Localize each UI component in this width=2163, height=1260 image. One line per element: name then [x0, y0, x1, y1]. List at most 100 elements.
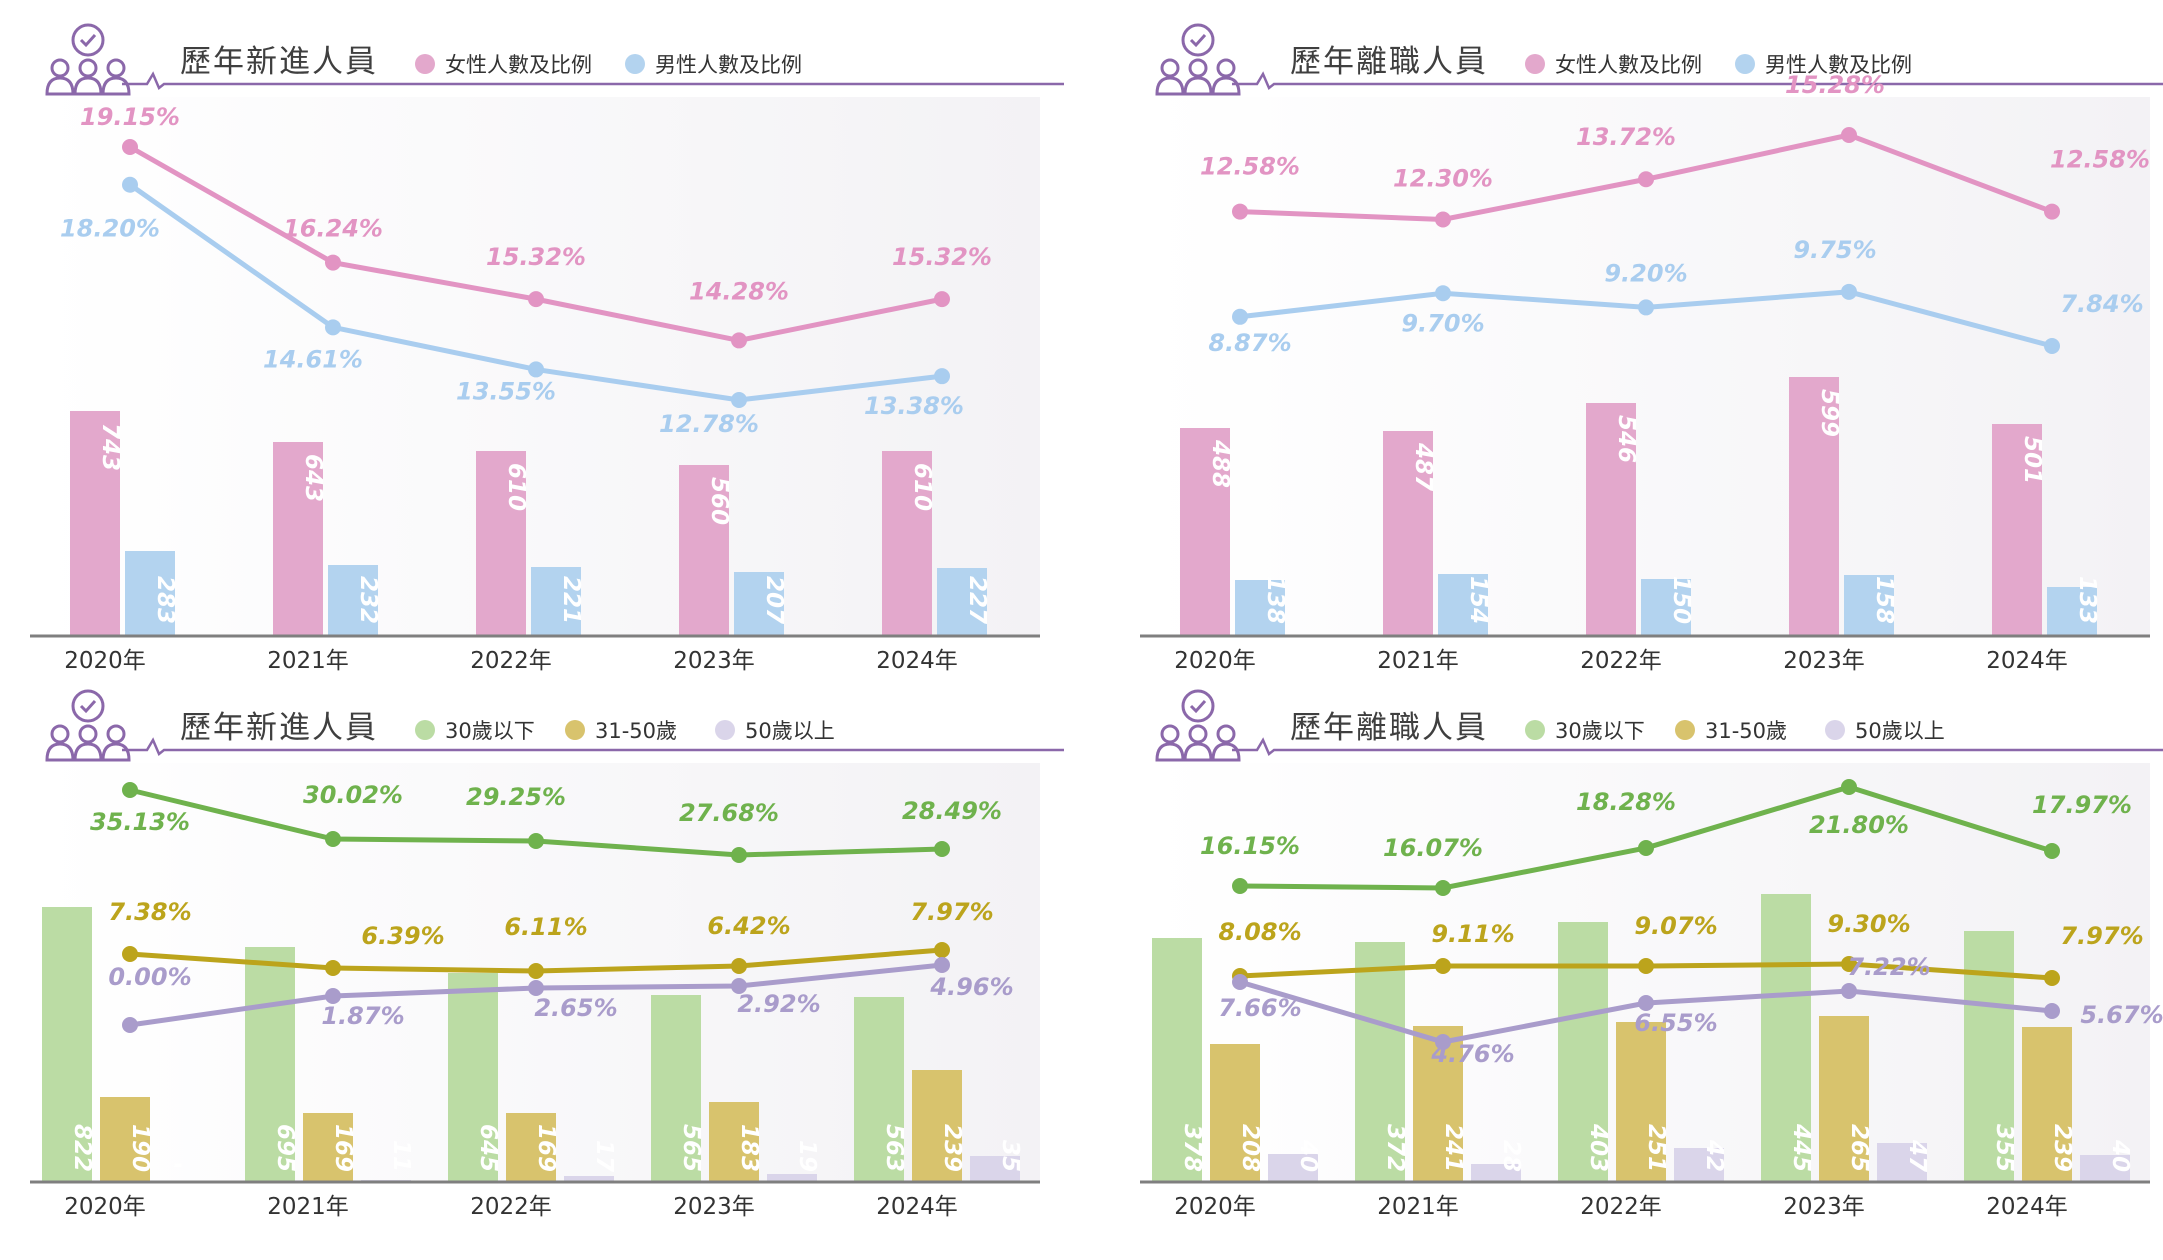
legend-swatch	[715, 720, 735, 740]
bar	[1268, 1154, 1318, 1182]
bar-value-label: 610	[503, 463, 529, 511]
bar	[1992, 424, 2042, 636]
bar-value-label: 158	[1871, 576, 1897, 624]
bar-value-label: 133	[2074, 576, 2100, 624]
series-point	[1841, 983, 1857, 999]
point-label: 6.39%	[361, 922, 444, 950]
bar	[125, 551, 175, 636]
point-label: 1.87%	[321, 1002, 404, 1030]
bar-value-label: 546	[1613, 415, 1639, 463]
bar-value-label: 17	[591, 1140, 617, 1172]
x-tick-label: 2024年	[876, 648, 958, 674]
bar	[303, 1113, 353, 1182]
chart-svg: 歷年離職人員 女性人數及比例 男性人數及比例 488 487 546 599 501 138 15…	[1140, 23, 2163, 674]
check-circle	[1181, 23, 1215, 57]
point-label: 6.11%	[504, 913, 587, 941]
series-point	[2044, 1003, 2060, 1019]
bar-value-label: 232	[355, 576, 381, 624]
check-circle	[71, 23, 105, 57]
person-head	[78, 58, 98, 78]
header-rule	[1232, 737, 2163, 757]
person-body	[1211, 742, 1241, 762]
point-label: 7.66%	[1218, 994, 1301, 1022]
bar	[1641, 579, 1691, 636]
bar	[1819, 1016, 1869, 1182]
series-point	[122, 946, 138, 962]
series-point	[1232, 308, 1248, 325]
header-rule	[122, 737, 1064, 757]
check-circle	[71, 689, 105, 723]
bar	[912, 1070, 962, 1182]
x-tick-label: 2020年	[1174, 648, 1256, 674]
chart-title: 歷年新進人員	[180, 44, 378, 80]
bar-value-label: 565	[678, 1124, 704, 1172]
header-rule	[1232, 71, 2163, 91]
bar	[1355, 942, 1405, 1182]
legend-swatch	[1675, 720, 1695, 740]
x-tick-label: 2021年	[1377, 648, 1459, 674]
series-point	[1435, 285, 1451, 302]
bar-value-label: 283	[152, 576, 178, 624]
legend-label: 50歲以上	[1855, 719, 1945, 743]
bar-value-label: 488	[1207, 439, 1233, 488]
point-label: 12.58%	[2050, 146, 2150, 174]
person-head	[1216, 724, 1236, 744]
bar	[709, 1102, 759, 1182]
bar	[937, 568, 987, 636]
bar	[651, 995, 701, 1182]
bar-value-label: 169	[330, 1124, 356, 1172]
series-point	[731, 847, 747, 863]
bar	[1152, 938, 1202, 1182]
person-body	[45, 742, 75, 762]
bar	[854, 997, 904, 1182]
bar	[100, 1097, 150, 1182]
series-point	[528, 963, 544, 979]
person-head	[1160, 724, 1180, 744]
point-label: 9.11%	[1431, 920, 1514, 948]
series-point	[1232, 203, 1248, 220]
legend-label: 30歲以下	[445, 719, 535, 743]
point-label: 6.42%	[707, 912, 790, 940]
check-mark	[1189, 33, 1207, 48]
bar	[1210, 1044, 1260, 1182]
series-point	[1232, 878, 1248, 894]
bar-value-label: 599	[1816, 389, 1842, 437]
point-label: 15.28%	[1785, 71, 1885, 99]
series-point	[2044, 203, 2060, 220]
chart-svg: 歷年新進人員 女性人數及比例 男性人數及比例 743 643 610 560 610 283 23…	[30, 23, 1064, 674]
bar-value-label: 563	[881, 1124, 907, 1172]
point-label: 8.08%	[1218, 918, 1301, 946]
point-label: 27.68%	[679, 799, 779, 827]
person-head	[106, 724, 126, 744]
bar-value-label: 265	[1846, 1124, 1872, 1172]
series-point	[528, 833, 544, 849]
legend-label: 女性人數及比例	[1555, 53, 1702, 77]
x-tick-label: 2020年	[64, 1194, 146, 1220]
people-check-icon	[45, 689, 131, 762]
legend-label: 30歲以下	[1555, 719, 1645, 743]
check-mark	[79, 699, 97, 714]
bar-value-label: 239	[2049, 1124, 2075, 1172]
point-label: 21.80%	[1809, 811, 1909, 839]
series-point	[1638, 171, 1654, 188]
x-tick-label: 2020年	[1174, 1194, 1256, 1220]
x-tick-label: 2021年	[267, 1194, 349, 1220]
bar-value-label: 40	[1295, 1139, 1321, 1172]
bar	[273, 442, 323, 636]
bar-value-label: 355	[1991, 1124, 2017, 1172]
point-label: 18.28%	[1576, 788, 1676, 816]
series-point	[325, 960, 341, 976]
series-point	[1638, 840, 1654, 856]
bar-value-label: 19	[794, 1140, 820, 1172]
bar-value-label: 251	[1643, 1124, 1669, 1172]
legend-swatch	[1825, 720, 1845, 740]
legend-swatch	[565, 720, 585, 740]
bar	[970, 1156, 1020, 1182]
bar-value-label: 42	[1701, 1139, 1727, 1172]
bar	[1413, 1026, 1463, 1182]
legend-label: 31-50歲	[1705, 719, 1787, 743]
person-body	[1155, 76, 1185, 96]
bar	[679, 465, 729, 636]
person-body	[101, 742, 131, 762]
person-body	[1183, 742, 1213, 762]
